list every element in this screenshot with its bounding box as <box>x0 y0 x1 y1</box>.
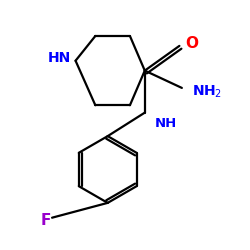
Text: NH: NH <box>155 117 177 130</box>
Text: O: O <box>186 36 198 51</box>
Text: HN: HN <box>47 51 70 65</box>
Text: F: F <box>41 213 51 228</box>
Text: NH$_2$: NH$_2$ <box>192 84 222 100</box>
